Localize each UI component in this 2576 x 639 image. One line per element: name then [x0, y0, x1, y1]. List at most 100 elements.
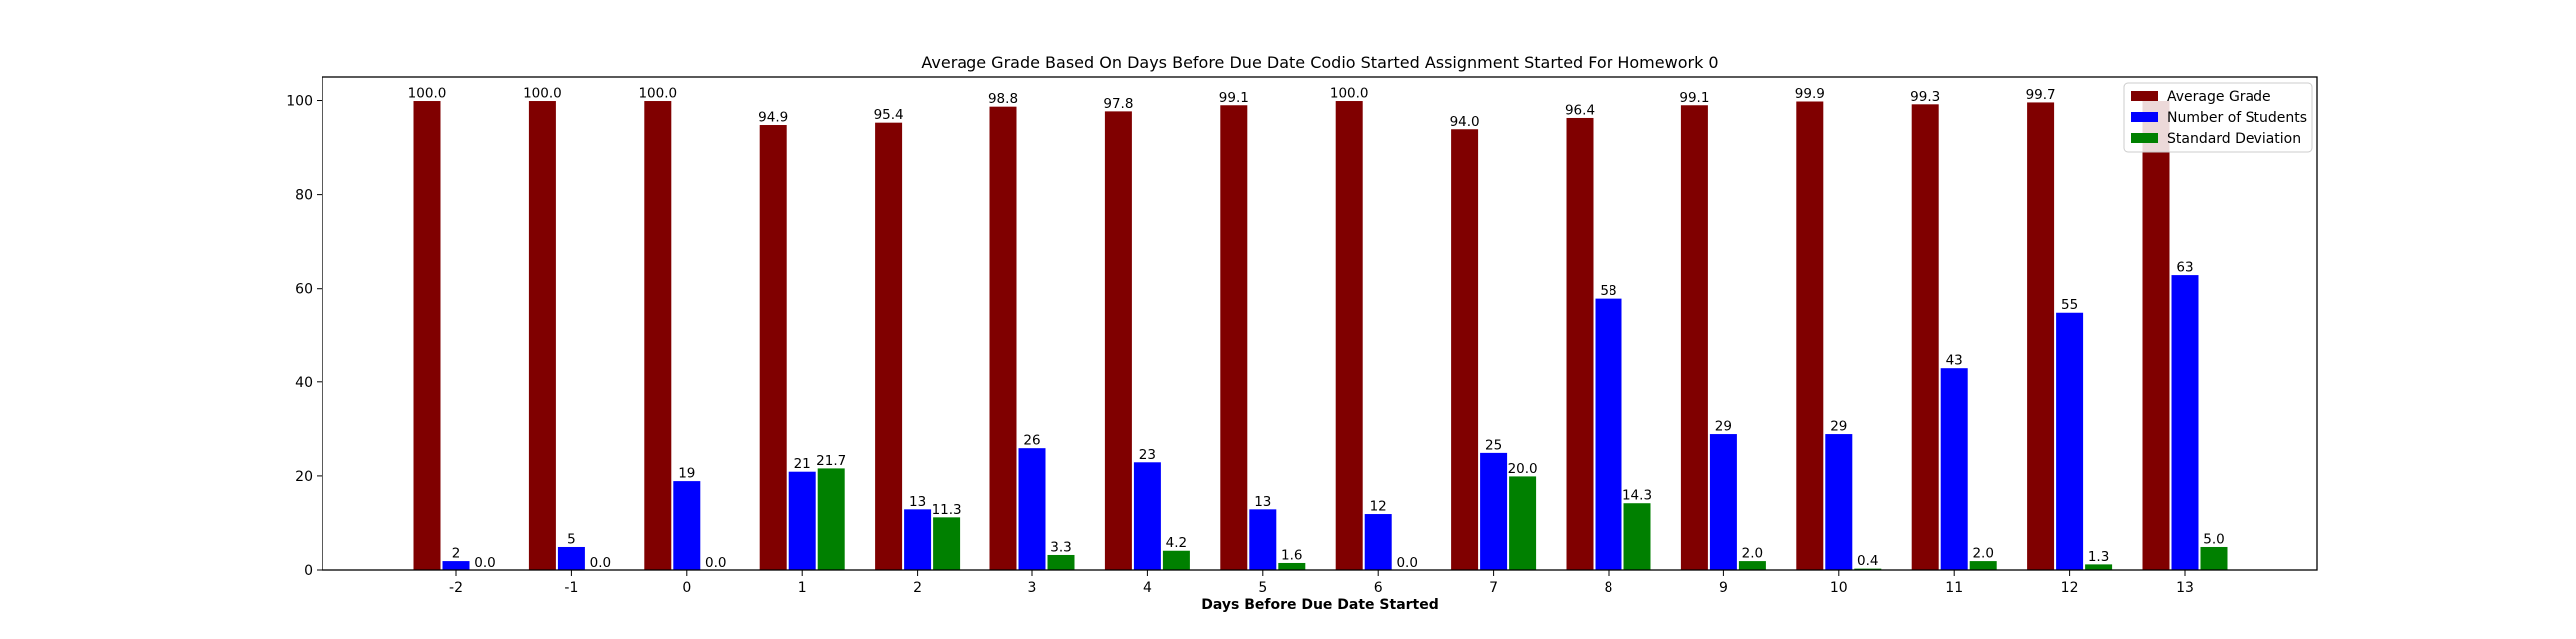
bar-number-of-students — [1248, 508, 1278, 571]
x-tick-label: 3 — [1028, 580, 1037, 596]
data-label-average-grade: 100.0 — [523, 86, 562, 102]
x-tick-label: 4 — [1143, 580, 1152, 596]
data-label-standard-deviation: 3.3 — [1050, 539, 1071, 555]
bar-average-grade — [758, 124, 788, 571]
bar-average-grade — [1334, 100, 1364, 571]
bar-number-of-students — [1132, 461, 1162, 571]
bar-standard-deviation — [816, 467, 846, 571]
data-label-average-grade: 95.4 — [874, 107, 904, 123]
plot-area: 100.0 100.0 100.0 94.9 95.4 98.8 97.8 99.1 100.0… — [408, 86, 2229, 571]
x-tick-label: -1 — [564, 580, 578, 596]
bar-average-grade — [874, 121, 904, 571]
data-label-standard-deviation: 5.0 — [2203, 531, 2224, 547]
bar-standard-deviation — [2199, 545, 2229, 571]
data-label-number-of-students: 58 — [1600, 283, 1616, 299]
x-tick-label: 13 — [2176, 580, 2194, 596]
bar-standard-deviation — [1277, 561, 1307, 571]
bar-average-grade — [643, 100, 673, 571]
legend-label: Average Grade — [2167, 89, 2271, 105]
x-tick-label: -2 — [449, 580, 463, 596]
x-tick-label: 12 — [2061, 580, 2079, 596]
bar-standard-deviation — [1968, 560, 1998, 571]
data-label-average-grade: 100.0 — [638, 86, 677, 102]
data-label-standard-deviation: 1.3 — [2088, 549, 2109, 565]
bar-average-grade — [2026, 101, 2056, 571]
data-label-average-grade: 100.0 — [1330, 86, 1369, 102]
bar-average-grade — [2141, 100, 2171, 571]
bar-average-grade — [412, 100, 442, 571]
bar-average-grade — [1565, 116, 1595, 571]
bar-number-of-students — [441, 560, 471, 571]
x-tick-label: 9 — [1719, 580, 1728, 596]
bar-number-of-students — [787, 470, 817, 571]
data-label-average-grade: 99.7 — [2026, 87, 2056, 103]
data-label-average-grade: 97.8 — [1103, 96, 1133, 112]
data-label-standard-deviation: 1.6 — [1281, 547, 1302, 563]
bar-standard-deviation — [932, 516, 962, 571]
bar-standard-deviation — [1622, 502, 1652, 571]
chart-title: Average Grade Based On Days Before Due D… — [921, 53, 1718, 72]
data-label-number-of-students: 2 — [452, 546, 461, 562]
bar-standard-deviation — [1046, 553, 1076, 571]
x-tick-label: 1 — [798, 580, 807, 596]
data-label-standard-deviation: 14.3 — [1622, 488, 1652, 504]
data-label-number-of-students: 55 — [2061, 297, 2078, 313]
data-label-average-grade: 99.9 — [1795, 86, 1825, 102]
bar-standard-deviation — [1161, 549, 1191, 571]
data-label-number-of-students: 5 — [567, 531, 576, 547]
data-label-average-grade: 96.4 — [1565, 102, 1595, 118]
data-label-standard-deviation: 2.0 — [1742, 546, 1763, 562]
y-tick-label: 40 — [295, 375, 313, 391]
data-label-standard-deviation: 2.0 — [1972, 546, 1993, 562]
bar-number-of-students — [1824, 433, 1854, 571]
bar-number-of-students — [1363, 513, 1393, 571]
data-label-number-of-students: 23 — [1139, 447, 1156, 463]
data-label-average-grade: 94.9 — [758, 110, 788, 126]
data-label-number-of-students: 29 — [1830, 419, 1847, 435]
legend-swatch — [2131, 133, 2158, 143]
bar-number-of-students — [2055, 311, 2085, 571]
data-label-number-of-students: 19 — [678, 466, 695, 482]
bar-number-of-students — [1594, 297, 1623, 571]
bar-average-grade — [1450, 128, 1480, 571]
bar-average-grade — [1795, 100, 1825, 571]
bar-number-of-students — [2170, 274, 2200, 571]
legend-label: Number of Students — [2167, 110, 2307, 126]
data-label-number-of-students: 29 — [1715, 419, 1732, 435]
x-tick-label: 7 — [1489, 580, 1498, 596]
bar-average-grade — [1910, 103, 1940, 571]
data-label-number-of-students: 12 — [1370, 499, 1387, 515]
data-label-number-of-students: 26 — [1023, 433, 1040, 449]
data-label-standard-deviation: 0.0 — [590, 555, 611, 571]
data-label-average-grade: 99.3 — [1910, 89, 1940, 105]
data-label-average-grade: 98.8 — [988, 91, 1018, 107]
legend-box — [2123, 82, 2313, 153]
x-tick-label: 8 — [1605, 580, 1613, 596]
legend-swatch — [2131, 112, 2158, 122]
bar-number-of-students — [1708, 433, 1738, 571]
legend-swatch — [2131, 91, 2158, 101]
bar-number-of-students — [1017, 447, 1047, 571]
x-tick-label: 5 — [1258, 580, 1267, 596]
data-label-number-of-students: 13 — [1254, 494, 1271, 510]
data-label-standard-deviation: 0.4 — [1857, 553, 1878, 569]
data-label-number-of-students: 13 — [909, 494, 926, 510]
y-tick-label: 60 — [295, 282, 313, 298]
data-label-average-grade: 94.0 — [1450, 114, 1480, 130]
data-label-number-of-students: 63 — [2176, 260, 2193, 276]
y-tick-label: 80 — [295, 188, 313, 204]
bar-number-of-students — [1479, 451, 1509, 571]
data-label-standard-deviation: 20.0 — [1508, 461, 1538, 477]
data-label-standard-deviation: 21.7 — [816, 453, 846, 469]
data-label-standard-deviation: 0.0 — [1396, 555, 1417, 571]
bar-standard-deviation — [1508, 475, 1538, 571]
plot-frame — [322, 76, 2318, 571]
y-tick-label: 20 — [295, 469, 313, 485]
bar-average-grade — [527, 100, 557, 571]
bar-standard-deviation — [1737, 560, 1767, 571]
data-label-average-grade: 99.1 — [1219, 90, 1249, 106]
data-label-standard-deviation: 4.2 — [1166, 535, 1187, 551]
x-tick-label: 6 — [1374, 580, 1383, 596]
bar-average-grade — [988, 105, 1018, 571]
